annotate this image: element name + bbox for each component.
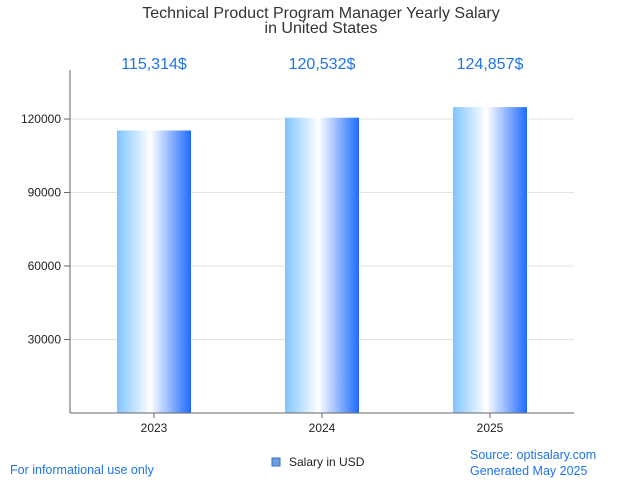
bar-2023	[117, 130, 191, 413]
value-label-2024: 120,532$	[289, 56, 356, 73]
x-tick-label-2023: 2023	[141, 421, 168, 435]
info-note: For informational use only	[10, 463, 155, 477]
axes: 30000 60000 90000 120000 2023 2024 2025	[21, 70, 574, 435]
x-tick-label-2025: 2025	[477, 421, 504, 435]
legend-swatch	[271, 457, 281, 467]
y-tick-label-120000: 120000	[21, 112, 61, 126]
y-tick-label-60000: 60000	[28, 259, 62, 273]
chart-title-line-2: in United States	[265, 20, 378, 37]
y-tick-label-30000: 30000	[28, 333, 62, 347]
bar-2024	[285, 117, 359, 414]
data-labels: 115,314$ 120,532$ 124,857$	[121, 56, 523, 73]
chart-title-line-1: Technical Product Program Manager Yearly…	[142, 5, 500, 22]
generated-label: Generated May 2025	[470, 464, 587, 478]
bar-2025	[453, 107, 527, 414]
source-label: Source: optisalary.com	[470, 448, 596, 462]
value-label-2023: 115,314$	[121, 56, 187, 73]
legend: Salary in USD	[271, 455, 365, 469]
bars	[117, 107, 527, 414]
y-tick-label-90000: 90000	[28, 186, 62, 200]
value-label-2025: 124,857$	[457, 56, 524, 73]
legend-label: Salary in USD	[289, 455, 365, 469]
x-tick-label-2024: 2024	[309, 421, 336, 435]
chart-title: Technical Product Program Manager Yearly…	[142, 5, 500, 37]
footer: For informational use only Source: optis…	[10, 448, 596, 478]
